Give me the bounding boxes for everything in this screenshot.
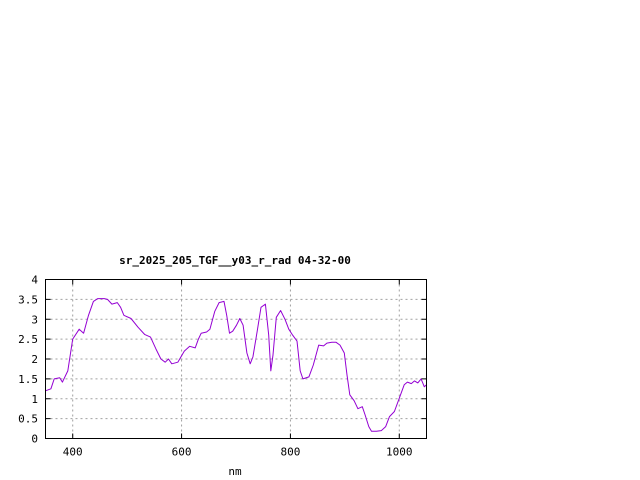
y-tick-label: 1.5 [18,373,38,386]
y-tick-label: 0 [31,433,38,446]
y-tick-label: 4 [31,274,38,287]
y-tick-label: 2.5 [18,333,38,346]
x-tick-label: 1000 [386,446,413,459]
y-tick-label: 0.5 [18,413,38,426]
x-tick-label: 600 [172,446,192,459]
plot-border [45,279,427,439]
series-group [45,298,427,432]
x-axis-label: nm [228,465,242,478]
y-tick-label: 3.5 [18,293,38,306]
x-tick-label: 400 [63,446,83,459]
y-tick-label: 3 [31,313,38,326]
series-line [45,298,427,432]
x-tick-label: 800 [280,446,300,459]
y-tick-label: 1 [31,393,38,406]
chart-title: sr_2025_205_TGF__y03_r_rad 04-32-00 [119,254,351,267]
axes: 0 0.5 1 1.5 2 2.5 3 3.5 4 400 600 800 1000 [18,274,427,459]
y-tick-label: 2 [31,353,38,366]
grid-lines [45,279,427,439]
